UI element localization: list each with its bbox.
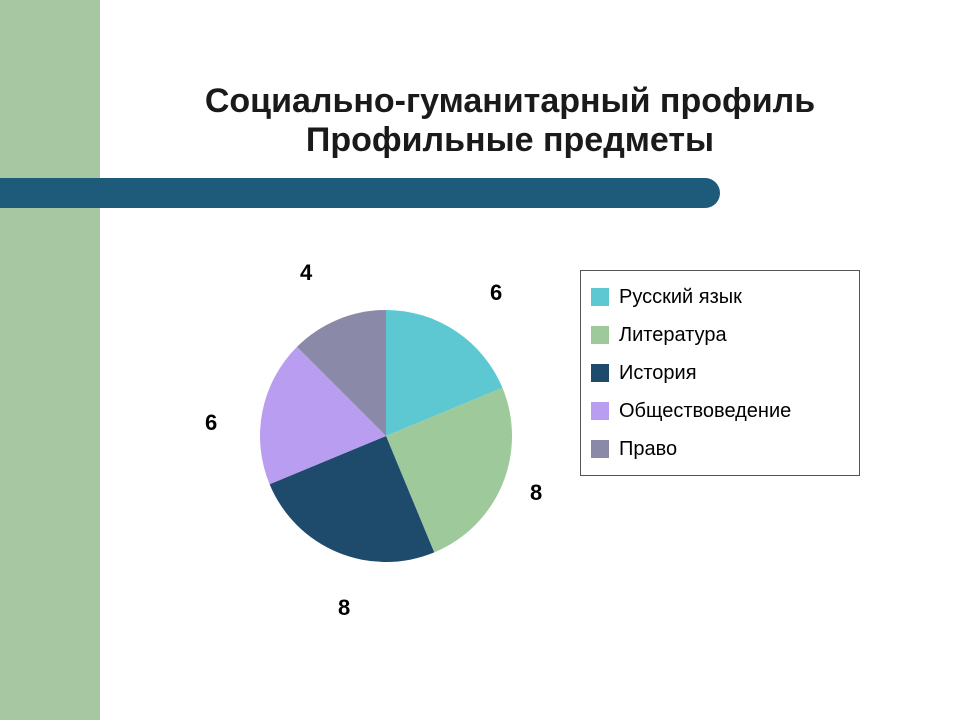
legend-label: Право bbox=[619, 437, 677, 461]
pie-data-label: 8 bbox=[338, 595, 350, 621]
legend-swatch bbox=[591, 288, 609, 306]
legend-item: Русский язык bbox=[591, 285, 849, 309]
pie-data-label: 4 bbox=[300, 260, 312, 286]
pie-wrap bbox=[260, 310, 512, 562]
legend-label: Литература bbox=[619, 323, 727, 347]
legend-item: Право bbox=[591, 437, 849, 461]
pie-svg bbox=[260, 310, 512, 562]
title-line-1: Социально-гуманитарный профиль bbox=[110, 82, 910, 121]
pie-data-label: 6 bbox=[205, 410, 217, 436]
legend-swatch bbox=[591, 402, 609, 420]
slide: Социально-гуманитарный профиль Профильны… bbox=[0, 0, 960, 720]
legend: Русский язык Литература История Обществовед… bbox=[580, 270, 860, 476]
legend-item: История bbox=[591, 361, 849, 385]
legend-item: Литература bbox=[591, 323, 849, 347]
legend-label: Русский язык bbox=[619, 285, 742, 309]
legend-swatch bbox=[591, 326, 609, 344]
pie-chart: 6 8 8 6 4 bbox=[190, 255, 590, 635]
title-line-2: Профильные предметы bbox=[110, 121, 910, 160]
pie-data-label: 8 bbox=[530, 480, 542, 506]
legend-label: Обществоведение bbox=[619, 399, 791, 423]
legend-swatch bbox=[591, 440, 609, 458]
legend-swatch bbox=[591, 364, 609, 382]
left-color-band bbox=[0, 0, 100, 720]
legend-label: История bbox=[619, 361, 697, 385]
legend-item: Обществоведение bbox=[591, 399, 849, 423]
pie-data-label: 6 bbox=[490, 280, 502, 306]
page-title: Социально-гуманитарный профиль Профильны… bbox=[110, 82, 910, 160]
accent-bar bbox=[0, 178, 720, 208]
